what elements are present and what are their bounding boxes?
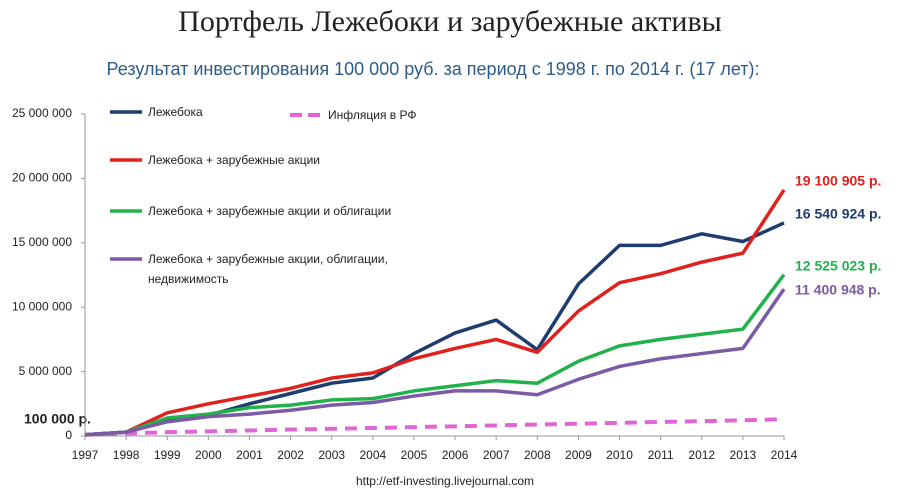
- legend-label: Лежебока + зарубежные акции, облигации, …: [148, 252, 388, 286]
- chart-subtitle: Результат инвестирования 100 000 руб. за…: [106, 59, 759, 79]
- x-tick-label: 2005: [401, 448, 428, 462]
- value-label: 19 100 905 р.: [795, 173, 881, 189]
- value-label: 12 525 023 р.: [795, 257, 881, 273]
- y-tick-label: 10 000 000: [12, 299, 72, 313]
- x-tick-label: 1998: [113, 448, 140, 462]
- x-tick-label: 2011: [648, 448, 674, 462]
- y-tick-label: 5 000 000: [19, 364, 73, 378]
- x-tick-label: 2013: [730, 448, 757, 462]
- value-label: 11 400 948 р.: [795, 281, 881, 297]
- x-tick-label: 1997: [72, 448, 99, 462]
- series-line: [84, 189, 786, 437]
- y-tick-label: 15 000 000: [12, 235, 72, 249]
- annotation: 100 000 р.: [24, 411, 91, 427]
- y-tick-label: 25 000 000: [12, 106, 72, 120]
- series-line: [84, 288, 786, 437]
- series-line: [84, 273, 786, 437]
- x-tick-label: 2004: [359, 448, 386, 462]
- x-tick-label: 2008: [524, 448, 551, 462]
- legend-label: Лежебока + зарубежные акции и облигации: [148, 204, 392, 218]
- y-tick-label: 20 000 000: [12, 171, 72, 185]
- y-tick-label: 0: [65, 428, 72, 442]
- legend-label: Лежебока + зарубежные акции: [148, 153, 321, 167]
- chart-title: Портфель Лежебоки и зарубежные активы: [178, 5, 722, 38]
- x-tick-label: 2009: [565, 448, 592, 462]
- source: http://etf-investing.livejournal.com: [356, 474, 534, 488]
- legend-label: Лежебока: [148, 105, 203, 119]
- x-tick-label: 1999: [154, 448, 181, 462]
- x-tick-label: 2006: [442, 448, 469, 462]
- x-tick-label: 2003: [318, 448, 345, 462]
- x-tick-label: 2001: [236, 448, 263, 462]
- legend-label: Инфляция в РФ: [328, 108, 417, 122]
- series-line: [84, 417, 785, 437]
- x-tick-label: 2014: [771, 448, 798, 462]
- value-label: 16 540 924 р.: [795, 206, 881, 222]
- x-tick-label: 2000: [195, 448, 222, 462]
- x-tick-label: 2007: [483, 448, 510, 462]
- x-tick-label: 2010: [606, 448, 633, 462]
- x-tick-label: 2002: [277, 448, 304, 462]
- x-tick-label: 2012: [688, 448, 715, 462]
